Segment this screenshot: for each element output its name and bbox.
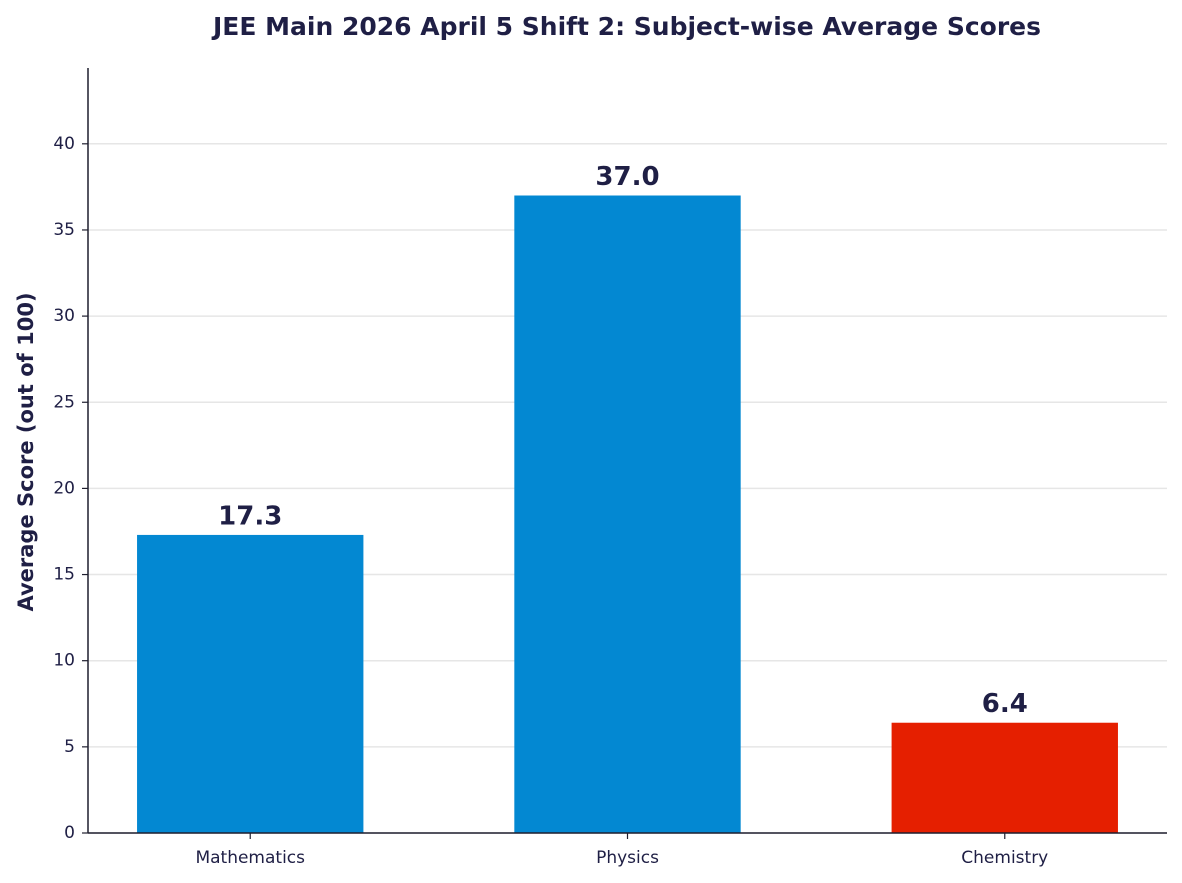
y-tick-label: 35 [53,220,75,240]
bar [137,534,364,833]
y-tick-label: 15 [53,565,75,585]
x-tick-label: Mathematics [195,848,305,868]
y-tick-label: 40 [53,134,75,154]
bar [891,722,1118,833]
value-label: 37.0 [595,162,659,192]
chart-title: JEE Main 2026 April 5 Shift 2: Subject-w… [211,12,1041,41]
y-axis-label: Average Score (out of 100) [14,292,38,611]
y-tick-label: 30 [53,306,75,326]
y-tick-label: 5 [64,737,75,757]
y-tick-label: 0 [64,823,75,843]
y-tick-label: 20 [53,478,75,498]
x-tick-label: Chemistry [961,848,1048,868]
bar [514,195,741,833]
value-label: 6.4 [982,689,1028,719]
value-label: 17.3 [218,501,282,531]
y-tick-label: 10 [53,651,75,671]
y-tick-label: 25 [53,392,75,412]
x-tick-label: Physics [596,848,659,868]
